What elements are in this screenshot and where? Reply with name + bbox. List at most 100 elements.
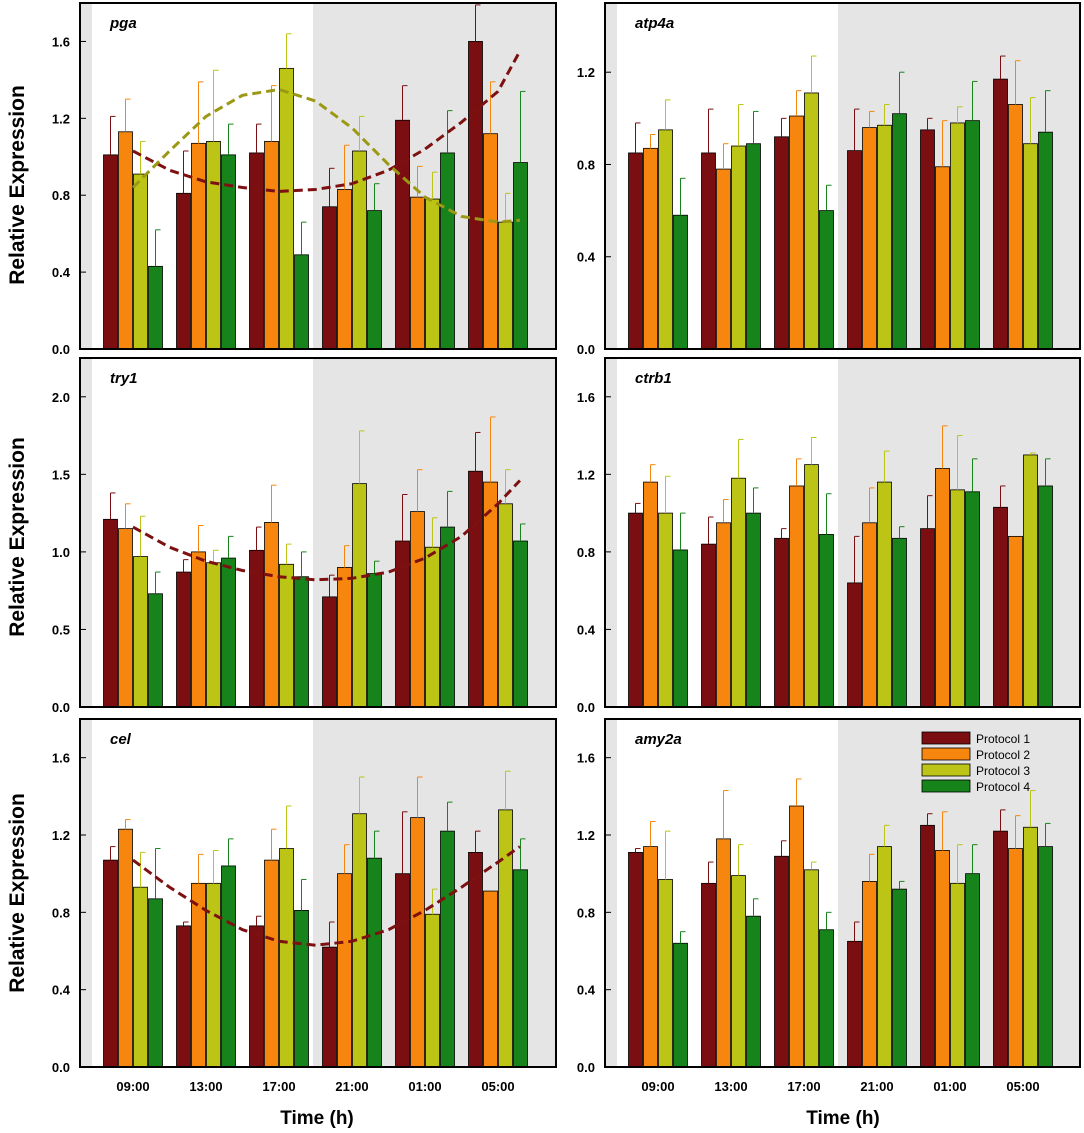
shade-start: [80, 358, 92, 707]
bar-ctrb1-p2-t3: [862, 522, 877, 708]
bar-amy2a-p2-t1: [716, 838, 731, 1068]
shade-start: [605, 358, 617, 707]
x-tick-label-cel-0: 09:00: [116, 1079, 149, 1094]
x-axis-label-right: Time (h): [806, 1108, 880, 1129]
y-tick-label-try1-2: 1.0: [52, 545, 70, 560]
bar-atp4a-p4-t0: [673, 214, 688, 350]
bar-pga-p1-t3: [322, 206, 337, 350]
bar-try1-p4-t5: [513, 540, 528, 708]
gene-title-amy2a: amy2a: [635, 731, 682, 748]
bar-ctrb1-p2-t2: [789, 485, 804, 708]
y-tick-label-amy2a-4: 1.6: [577, 751, 595, 766]
y-tick-label-cel-1: 0.4: [52, 983, 71, 998]
bar-ctrb1-p1-t1: [701, 543, 716, 708]
bar-pga-p2-t4: [410, 196, 425, 350]
x-tick-label-amy2a-0: 09:00: [641, 1079, 674, 1094]
y-tick-label-pga-2: 0.8: [52, 188, 70, 203]
y-tick-label-ctrb1-4: 1.6: [577, 390, 595, 405]
bar-cel-p1-t3: [322, 946, 337, 1068]
bar-atp4a-p4-t3: [892, 113, 907, 350]
bar-amy2a-p1-t1: [701, 882, 716, 1068]
bar-amy2a-p1-t5: [993, 830, 1008, 1068]
y-tick-label-try1-3: 1.5: [52, 467, 70, 482]
bar-amy2a-p2-t0: [643, 846, 658, 1068]
bar-ctrb1-p4-t4: [965, 491, 980, 708]
bar-ctrb1-p4-t5: [1038, 485, 1053, 708]
y-tick-label-try1-4: 2.0: [52, 390, 70, 405]
y-tick-label-amy2a-3: 1.2: [577, 828, 595, 843]
bar-atp4a-p2-t2: [789, 115, 804, 350]
bar-ctrb1-p1-t0: [628, 512, 643, 708]
bar-atp4a-p2-t0: [643, 147, 658, 350]
bar-amy2a-p3-t1: [731, 875, 746, 1068]
fit-curve-try1-protocol-1: [132, 479, 521, 582]
y-axis-label-row-2: Relative Expression: [6, 437, 29, 637]
bar-cel-p1-t5: [468, 852, 483, 1068]
bar-pga-p2-t1: [191, 142, 206, 350]
gene-title-cel: cel: [110, 731, 132, 748]
legend-label-3: Protocol 3: [976, 764, 1030, 778]
bar-cel-p2-t0: [118, 828, 133, 1068]
bar-pga-p1-t5: [468, 41, 483, 350]
bar-pga-p2-t2: [264, 140, 279, 350]
bar-try1-p3-t3: [352, 483, 367, 708]
fit-curve-cel-protocol-1: [132, 845, 521, 947]
bar-try1-p1-t5: [468, 470, 483, 708]
bar-amy2a-p1-t3: [847, 940, 862, 1068]
bar-try1-p3-t4: [425, 546, 440, 708]
y-tick-label-atp4a-0: 0.0: [577, 342, 595, 357]
bar-try1-p2-t4: [410, 511, 425, 708]
bar-ctrb1-p1-t3: [847, 582, 862, 708]
bar-try1-p1-t3: [322, 596, 337, 708]
shade-start: [605, 3, 617, 349]
bar-atp4a-p3-t3: [877, 124, 892, 350]
bar-atp4a-p2-t4: [935, 166, 950, 350]
x-tick-label-amy2a-2: 17:00: [787, 1079, 820, 1094]
bar-ctrb1-p2-t0: [643, 481, 658, 708]
bar-amy2a-p3-t3: [877, 846, 892, 1068]
y-tick-label-cel-4: 1.6: [52, 751, 70, 766]
bar-atp4a-p1-t3: [847, 150, 862, 350]
bar-amy2a-p3-t4: [950, 882, 965, 1068]
chart-panels: 0.00.40.81.21.6pga0.00.40.81.2atp4a0.00.…: [52, 2, 1081, 1094]
x-tick-label-amy2a-5: 05:00: [1006, 1079, 1039, 1094]
bar-try1-p3-t2: [279, 563, 294, 708]
bar-try1-p4-t4: [440, 526, 455, 708]
bar-ctrb1-p4-t1: [746, 512, 761, 708]
gene-title-atp4a: atp4a: [635, 15, 674, 32]
bar-atp4a-p1-t5: [993, 78, 1008, 350]
bar-cel-p2-t5: [483, 890, 498, 1068]
plot-frame-cel: [79, 718, 557, 1068]
bar-cel-p1-t4: [395, 873, 410, 1068]
bar-atp4a-p2-t1: [716, 168, 731, 350]
bar-amy2a-p3-t2: [804, 869, 819, 1068]
bar-amy2a-p2-t2: [789, 805, 804, 1068]
y-tick-label-atp4a-1: 0.4: [577, 250, 596, 265]
plot-frame-pga: [79, 2, 557, 350]
bar-amy2a-p4-t2: [819, 929, 834, 1068]
bar-atp4a-p1-t4: [920, 129, 935, 350]
bar-pga-p2-t0: [118, 131, 133, 350]
plot-frame-ctrb1: [604, 357, 1081, 708]
bar-cel-p1-t0: [103, 859, 118, 1068]
bar-try1-p2-t2: [264, 522, 279, 708]
bar-try1-p2-t0: [118, 528, 133, 708]
bar-pga-p1-t2: [249, 152, 264, 350]
bar-try1-p2-t1: [191, 551, 206, 708]
bar-ctrb1-p4-t0: [673, 549, 688, 708]
bar-pga-p1-t4: [395, 119, 410, 350]
bar-cel-p3-t5: [498, 809, 513, 1068]
y-tick-label-pga-1: 0.4: [52, 265, 71, 280]
bar-atp4a-p1-t0: [628, 152, 643, 350]
bar-ctrb1-p1-t5: [993, 506, 1008, 708]
legend-swatch-3: [921, 763, 971, 777]
bar-pga-p3-t1: [206, 140, 221, 350]
y-tick-label-ctrb1-0: 0.0: [577, 700, 595, 715]
bar-ctrb1-p2-t1: [716, 522, 731, 708]
plot-frame-amy2a: [604, 718, 1081, 1068]
bar-cel-p4-t5: [513, 869, 528, 1068]
bar-atp4a-p1-t2: [774, 136, 789, 350]
bar-cel-p4-t2: [294, 910, 309, 1068]
y-tick-label-amy2a-2: 0.8: [577, 905, 595, 920]
